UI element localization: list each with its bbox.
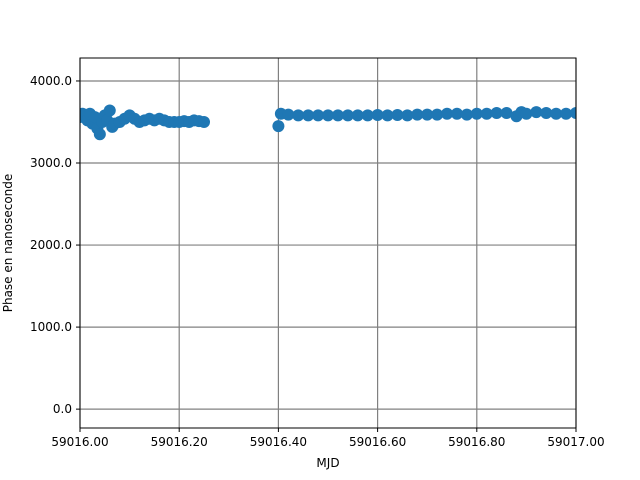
point bbox=[570, 106, 576, 119]
point bbox=[302, 109, 315, 122]
point bbox=[490, 106, 503, 119]
x-axis-label: MJD bbox=[316, 456, 339, 470]
point bbox=[351, 109, 364, 122]
point bbox=[500, 106, 513, 119]
point bbox=[371, 109, 384, 122]
point bbox=[391, 109, 404, 122]
point bbox=[520, 107, 533, 120]
point bbox=[103, 104, 116, 117]
point bbox=[560, 107, 573, 120]
point bbox=[292, 109, 305, 122]
point bbox=[480, 107, 493, 120]
point bbox=[411, 108, 424, 121]
y-tick-label: 3000.0 bbox=[30, 156, 72, 170]
point bbox=[441, 107, 454, 120]
y-tick-label: 4000.0 bbox=[30, 74, 72, 88]
point bbox=[322, 109, 334, 122]
point bbox=[530, 106, 543, 119]
x-tick-label: 59016.40 bbox=[250, 435, 307, 449]
y-tick-label: 2000.0 bbox=[30, 238, 72, 252]
point bbox=[331, 109, 344, 122]
x-tick-label: 59016.80 bbox=[448, 435, 505, 449]
point bbox=[431, 108, 444, 121]
point bbox=[93, 128, 106, 141]
point bbox=[198, 115, 210, 128]
x-tick-label: 59016.00 bbox=[51, 435, 108, 449]
x-tick-label: 59016.60 bbox=[349, 435, 406, 449]
plot-frame bbox=[79, 57, 577, 429]
point bbox=[341, 109, 354, 122]
y-tick-label: 0.0 bbox=[53, 402, 72, 416]
point bbox=[272, 120, 285, 133]
point bbox=[381, 109, 394, 122]
point bbox=[421, 108, 434, 121]
point bbox=[540, 106, 553, 119]
y-tick-label: 1000.0 bbox=[30, 320, 72, 334]
y-axis-label: Phase en nanoseconde bbox=[1, 174, 15, 313]
point bbox=[361, 109, 374, 122]
point bbox=[450, 107, 463, 120]
point bbox=[460, 108, 473, 121]
x-tick-label: 59017.00 bbox=[547, 435, 604, 449]
point bbox=[470, 107, 483, 120]
x-tick-label: 59016.20 bbox=[151, 435, 208, 449]
point bbox=[312, 109, 325, 122]
point bbox=[550, 107, 563, 120]
point bbox=[282, 108, 295, 121]
point bbox=[401, 109, 414, 122]
